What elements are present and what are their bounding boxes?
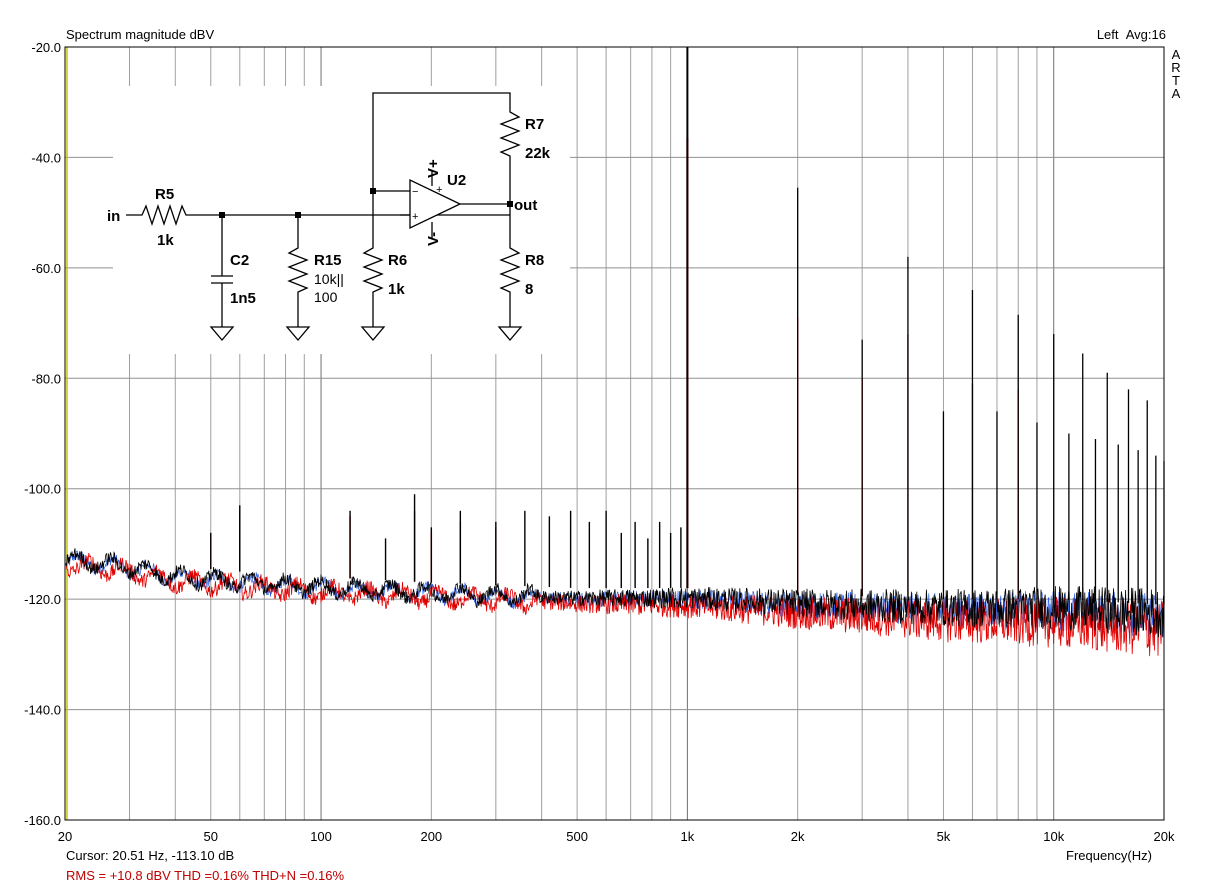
x-tick-label: 50	[204, 829, 218, 844]
label-r15-value-1: 10k||	[314, 271, 344, 287]
chart-title: Spectrum magnitude dBV	[66, 27, 215, 42]
label-c2-value: 1n5	[230, 290, 256, 307]
label-r7-value: 22k	[525, 145, 551, 162]
label-r6: R6	[388, 252, 407, 269]
x-tick-label: 500	[566, 829, 588, 844]
measurement-summary: RMS = +10.8 dBV THD =0.16% THD+N =0.16%	[66, 868, 345, 883]
y-tick-label: -120.0	[24, 592, 61, 607]
channel-label: Left	[1096, 27, 1119, 42]
noise-floor-traces	[65, 548, 1164, 657]
label-u2: U2	[447, 172, 466, 189]
noise-trace-black	[65, 548, 1164, 638]
x-tick-label: 1k	[681, 829, 695, 844]
x-axis-label: Frequency(Hz)	[1066, 848, 1152, 863]
label-r5-value: 1k	[157, 232, 174, 249]
label-r15-value-2: 100	[314, 289, 338, 305]
y-tick-label: -140.0	[24, 703, 61, 718]
y-tick-label: -160.0	[24, 813, 61, 828]
label-r5: R5	[155, 186, 174, 203]
label-r15: R15	[314, 252, 342, 269]
y-tick-label: -60.0	[31, 261, 61, 276]
label-vminus: V-	[425, 232, 442, 246]
channel-average-label: Left Avg:16	[1097, 27, 1166, 42]
y-tick-label: -80.0	[31, 371, 61, 386]
spectral-lines	[210, 47, 1165, 605]
label-vplus: V+	[425, 159, 442, 178]
label-c2: C2	[230, 252, 249, 269]
label-r8-value: 8	[525, 281, 533, 298]
arta-brand: A R T A	[1169, 48, 1183, 100]
x-tick-label: 10k	[1043, 829, 1064, 844]
x-tick-label: 20k	[1154, 829, 1175, 844]
circuit-schematic: in R5 1k C2 1n5 R15 R6 1k R7 22k R8 8 U2…	[107, 86, 570, 354]
plot-frame	[64, 46, 1165, 821]
y-tick-label: -100.0	[24, 482, 61, 497]
label-r8: R8	[525, 252, 544, 269]
average-label: Avg:16	[1125, 27, 1166, 42]
label-in: in	[107, 208, 120, 225]
cursor-readout: Cursor: 20.51 Hz, -113.10 dB	[66, 848, 235, 863]
brand-letter: A	[1171, 86, 1181, 101]
label-inverting: −	[412, 186, 418, 198]
noise-trace-red	[65, 552, 1164, 657]
tick-labels: -20.0 -40.0 -60.0 -80.0 -100.0 -120.0 -140.0 -1…	[24, 40, 1175, 844]
brand-letter: R	[1171, 60, 1181, 75]
y-tick-label: -40.0	[31, 150, 61, 165]
x-tick-label: 20	[58, 829, 72, 844]
label-noninverting: +	[412, 211, 418, 223]
x-tick-label: 100	[310, 829, 332, 844]
y-tick-label: -20.0	[31, 40, 61, 55]
label-r6-value: 1k	[388, 281, 405, 298]
brand-letter: T	[1172, 73, 1180, 88]
x-tick-label: 5k	[937, 829, 951, 844]
x-tick-label: 2k	[791, 829, 805, 844]
label-out: out	[514, 197, 537, 214]
brand-letter: A	[1171, 47, 1181, 62]
x-tick-label: 200	[420, 829, 442, 844]
label-vplus-pin: +	[436, 184, 442, 196]
label-r7: R7	[525, 116, 544, 133]
